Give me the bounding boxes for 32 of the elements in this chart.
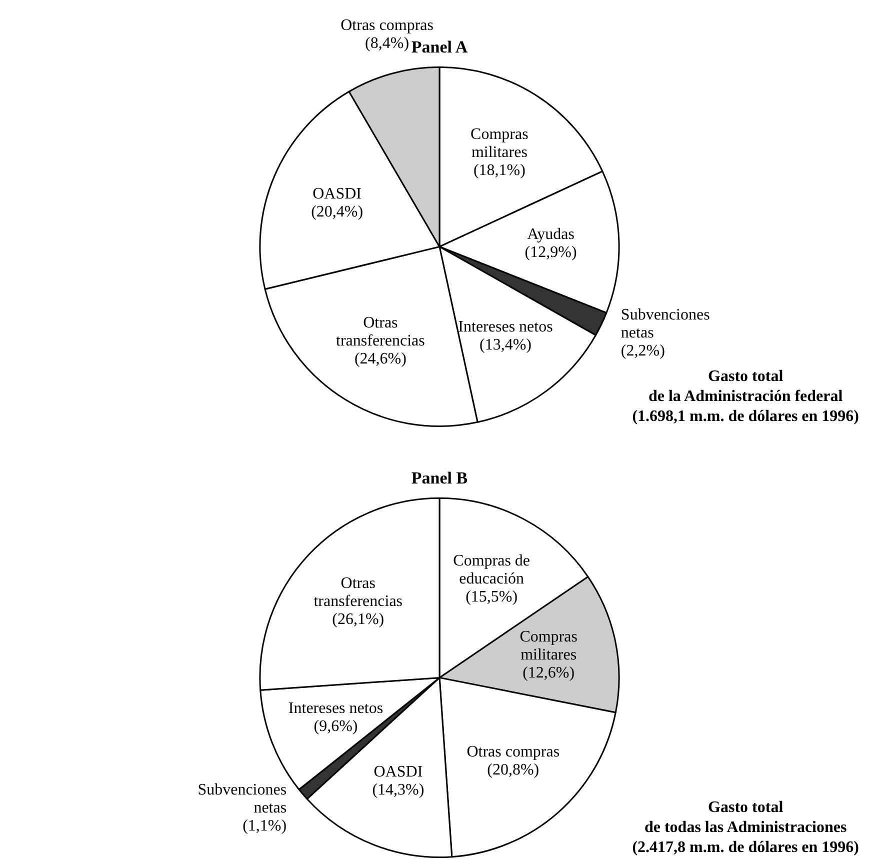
slice-label: Intereses netos	[288, 700, 384, 718]
slice-label: Otras compras	[340, 16, 434, 34]
chart-title: Panel B	[411, 468, 468, 488]
data-label: (13,4%)	[480, 336, 532, 354]
text: Panel A	[411, 38, 468, 57]
data-label: (20,8%)	[487, 761, 540, 778]
slice-label: Intereses netos	[458, 318, 553, 336]
data-label: (14,3%)	[372, 781, 424, 798]
slice-label: Otras transferencias	[314, 574, 403, 610]
text: Gasto total de todas las Administraciones (2.417,8 m.m. de dólares en 1996)	[632, 798, 859, 858]
slice-label: Subvenciones netas	[198, 782, 287, 817]
data-label: (2,2%)	[620, 342, 665, 360]
slice-label: Compras militares	[470, 126, 528, 162]
data-label: (15,5%)	[466, 588, 518, 606]
data-label: (8,4%)	[365, 34, 410, 52]
data-label: (18,1%)	[473, 162, 526, 180]
slice-label: Compras de educación	[453, 552, 530, 588]
data-label: (24,6%)	[354, 350, 406, 368]
data-label: (9,6%)	[314, 718, 358, 736]
slice-label: OASDI	[312, 185, 362, 202]
data-label: (26,1%)	[332, 610, 384, 628]
text: Gasto total de la Administración federal (1.698,1 m.m. de dólares en 1996)	[632, 367, 859, 427]
slice-label: Compras militares	[520, 628, 578, 664]
slice-label: Ayudas	[527, 226, 574, 243]
slice-label: OASDI	[374, 763, 423, 780]
data-label: (20,4%)	[311, 203, 364, 220]
slice-label: Otras transferencias	[336, 314, 425, 350]
slice-label: Subvenciones netas	[620, 306, 710, 342]
slice-label: Otras compras	[466, 743, 560, 760]
data-label: (12,6%)	[522, 664, 575, 682]
data-label: (1,1%)	[242, 818, 287, 835]
data-label: (12,9%)	[524, 244, 577, 261]
